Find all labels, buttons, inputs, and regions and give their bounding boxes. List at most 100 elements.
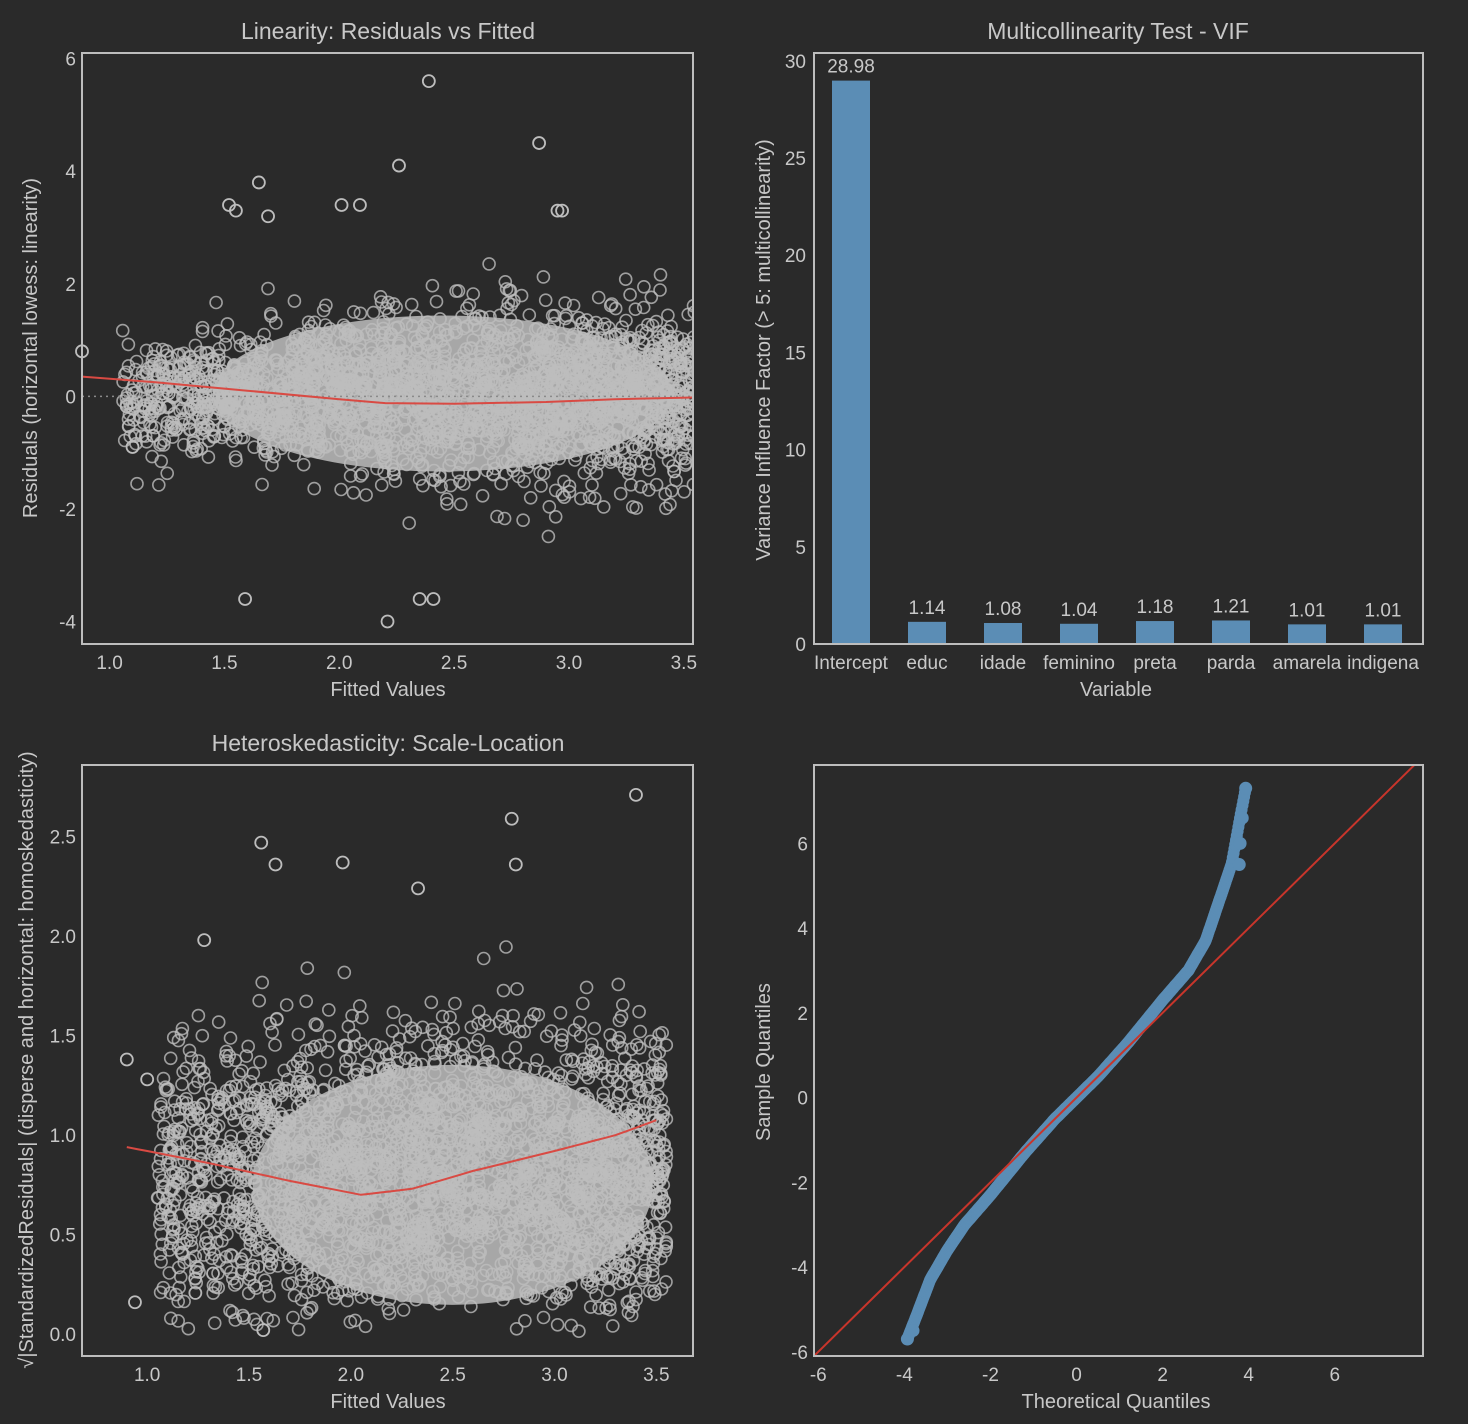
scale-location-point — [348, 1313, 362, 1328]
residual-point — [646, 339, 660, 353]
scale-location-point — [601, 1283, 616, 1297]
scale-location-point — [564, 1052, 579, 1067]
residual-point — [425, 278, 440, 293]
scale-location-point — [265, 1025, 279, 1040]
scale-location-point — [415, 1020, 430, 1035]
residual-point — [234, 430, 248, 445]
residual-point — [165, 430, 180, 444]
residual-point — [429, 294, 444, 309]
scale-location-point — [181, 1321, 196, 1336]
residual-point — [359, 488, 373, 502]
scale-location-point — [281, 1277, 295, 1291]
residual-point — [562, 479, 577, 494]
scale-location-point — [626, 1253, 641, 1268]
residual-point — [130, 476, 144, 491]
scale-location-point — [195, 1144, 209, 1159]
scale-location-point — [227, 1113, 241, 1128]
scale-location-point — [655, 1190, 669, 1204]
residual-point — [115, 323, 130, 338]
scale-location-point — [582, 1054, 597, 1069]
scale-location-point — [261, 1248, 275, 1263]
residual-outlier-point — [251, 175, 266, 190]
scale-location-point — [258, 1273, 272, 1287]
residual-point — [619, 313, 633, 328]
scale-location-point — [517, 1024, 532, 1039]
scale-location-point — [339, 1039, 353, 1053]
residual-point — [672, 378, 686, 393]
residual-point — [663, 335, 677, 350]
residual-point — [681, 355, 693, 370]
residual-point — [116, 375, 130, 389]
linearity-y-tick-label: 4 — [65, 162, 76, 183]
residual-point — [603, 298, 618, 313]
residual-outlier-point — [353, 198, 367, 212]
scale-location-point — [238, 1210, 253, 1224]
scale-location-point — [471, 1033, 486, 1047]
vif-bar-parda — [1212, 620, 1250, 644]
scale-location-point — [190, 1190, 205, 1204]
scale-location-point — [632, 1041, 647, 1055]
residual-point — [346, 485, 361, 500]
scale-location-point — [586, 1058, 601, 1073]
scale-location-point — [293, 1051, 308, 1066]
residual-point — [503, 283, 518, 298]
scale-location-point — [242, 1231, 256, 1245]
residual-point — [538, 293, 553, 308]
residual-point — [119, 365, 134, 380]
scale-location-point — [193, 1061, 208, 1076]
scale-location-point — [222, 1048, 236, 1063]
scale-location-point — [551, 1066, 566, 1080]
scale-location-point — [207, 1194, 221, 1209]
vif-y-tick-label: 30 — [785, 52, 806, 73]
scale-location-point — [322, 1029, 337, 1044]
scale-location-point — [354, 1010, 369, 1025]
residual-point — [650, 421, 665, 436]
scale-location-point — [523, 1014, 538, 1029]
scale-location-point — [337, 965, 352, 980]
residual-outlier-point — [228, 203, 243, 218]
scale-location-point — [241, 1039, 255, 1054]
scale-location-point — [169, 1147, 183, 1161]
scale-location-point — [203, 1081, 217, 1096]
scale-location-point — [175, 1021, 190, 1036]
scale-location-point — [253, 1055, 267, 1069]
scale-location-point — [657, 1137, 672, 1152]
scale-location-point — [554, 1038, 568, 1053]
residual-outlier-point — [555, 203, 569, 218]
scale-location-point — [178, 1102, 193, 1116]
vif-bar-value-label: 1.08 — [985, 599, 1022, 620]
scale-location-point — [156, 1127, 171, 1141]
residual-point — [189, 444, 203, 458]
scale-location-point — [156, 1187, 170, 1202]
residual-point — [412, 472, 427, 486]
scale-location-point — [262, 1289, 276, 1303]
scale-location-point — [180, 1135, 194, 1150]
residual-point — [656, 439, 671, 454]
scale-location-point — [252, 993, 267, 1008]
residual-point — [587, 491, 602, 506]
scale-location-point — [212, 1253, 227, 1268]
linearity-y-tick-label: -4 — [59, 612, 76, 633]
residual-point — [688, 384, 693, 398]
scale-location-point — [263, 1016, 277, 1031]
residual-point — [238, 337, 253, 351]
scale-location-point — [386, 1005, 401, 1020]
scale-location-point — [224, 1265, 238, 1279]
scale-location-point — [239, 1173, 253, 1188]
scale-location-point — [550, 1318, 565, 1332]
vif-x-tick-label: educ — [906, 653, 947, 674]
residual-point — [677, 421, 692, 436]
residual-point — [686, 477, 693, 492]
residual-point — [475, 488, 490, 503]
scale-location-point — [381, 1302, 396, 1316]
scale-location-point — [318, 1063, 333, 1078]
scale-location-point — [266, 1313, 281, 1328]
scale-location-point — [642, 1237, 656, 1252]
vif-x-tick-label: parda — [1207, 653, 1256, 674]
scale-location-point — [608, 1262, 623, 1276]
scale-location-point — [505, 1020, 520, 1034]
residual-point — [523, 490, 538, 505]
scale-location-panel: Heteroskedasticity: Scale-Location 1.0 1.… — [16, 730, 694, 1413]
residual-outlier-point — [380, 614, 395, 629]
scale-location-point — [247, 1278, 261, 1293]
